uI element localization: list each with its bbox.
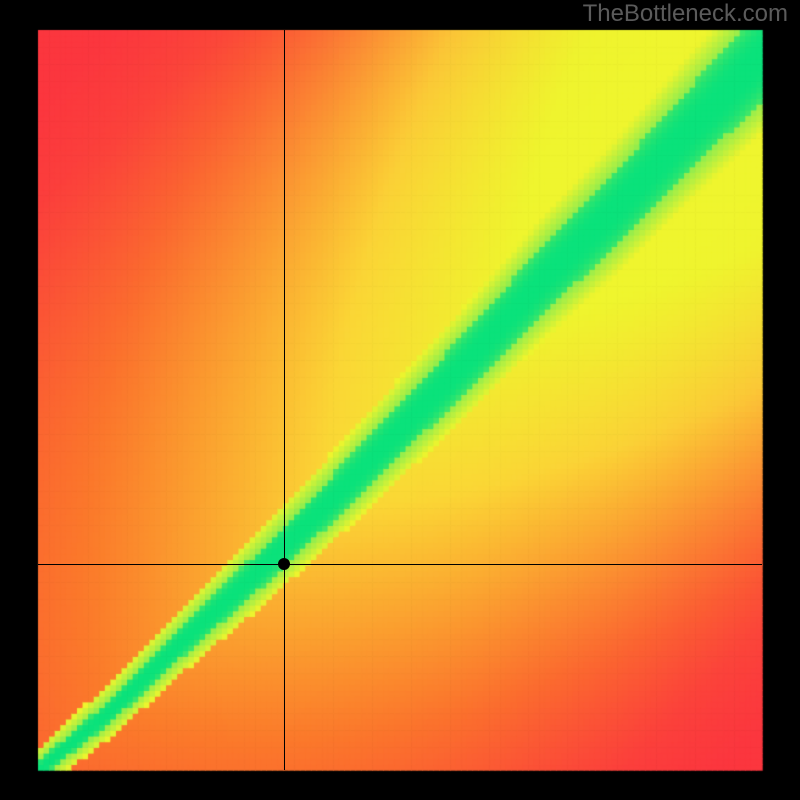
heatmap-canvas bbox=[0, 0, 800, 800]
crosshair-vertical bbox=[284, 30, 285, 770]
watermark-text: TheBottleneck.com bbox=[583, 0, 788, 28]
plot-background bbox=[0, 0, 800, 800]
chart-container: TheBottleneck.com bbox=[0, 0, 800, 800]
crosshair-horizontal bbox=[38, 564, 762, 565]
